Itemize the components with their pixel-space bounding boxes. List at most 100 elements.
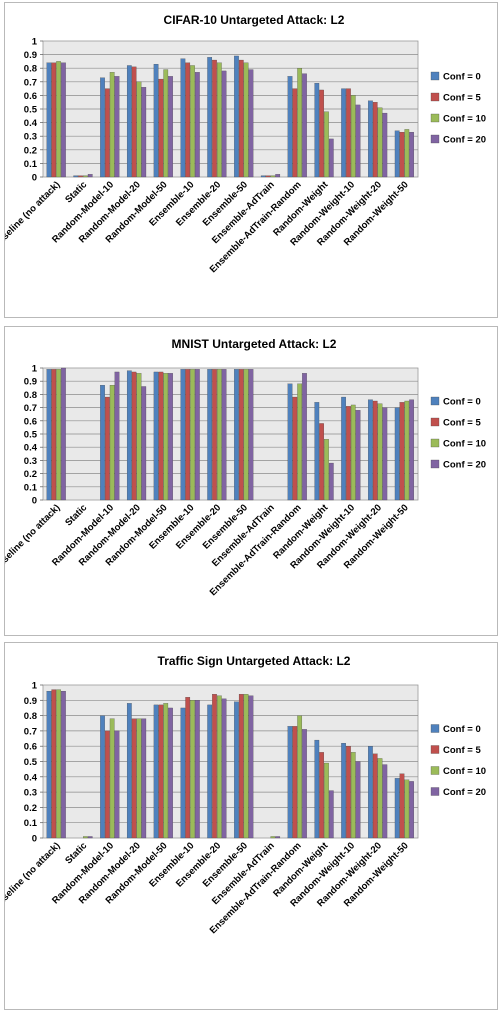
- y-tick-label: 0.6: [24, 91, 37, 102]
- chart-title: Traffic Sign Untargeted Attack: L2: [158, 654, 351, 668]
- bar-traffic-sign-0-series-2: [56, 689, 61, 839]
- bar-mnist-4-series-2: [163, 373, 169, 501]
- legend-swatch: [430, 745, 440, 754]
- bar-cifar10-10-series-0: [314, 83, 320, 178]
- bar-cifar10-2-series-1: [105, 88, 110, 178]
- bar-cifar10-4-series-0: [153, 63, 159, 178]
- legend-label: Conf = 20: [443, 135, 486, 146]
- y-tick-label: 0.1: [24, 482, 38, 493]
- y-tick-label: 0.8: [24, 390, 37, 401]
- bar-cifar10-7-series-3: [248, 69, 254, 178]
- bar-mnist-5-series-2: [190, 369, 195, 501]
- bar-traffic-sign-4-series-2: [163, 703, 169, 839]
- bar-mnist-6-series-3: [221, 369, 227, 501]
- y-tick-label: 0.5: [24, 430, 38, 441]
- bar-traffic-sign-9-series-3: [302, 729, 307, 839]
- legend-label: Conf = 0: [443, 72, 481, 83]
- bar-cifar10-8-series-3: [275, 174, 281, 178]
- bar-traffic-sign-2-series-1: [105, 730, 110, 839]
- bar-mnist-5-series-1: [185, 369, 191, 501]
- chart-title: CIFAR-10 Untargeted Attack: L2: [164, 13, 345, 27]
- bar-traffic-sign-5-series-2: [190, 700, 195, 839]
- bar-traffic-sign-12-series-1: [372, 753, 378, 839]
- bar-traffic-sign-9-series-2: [297, 715, 303, 839]
- bar-cifar10-13-series-1: [399, 131, 405, 178]
- bar-traffic-sign-0-series-3: [61, 690, 66, 839]
- bar-traffic-sign-10-series-3: [328, 790, 334, 839]
- bar-mnist-0-series-1: [51, 369, 57, 501]
- bar-cifar10-0-series-1: [51, 62, 57, 178]
- y-tick-label: 0.4: [24, 443, 38, 454]
- y-tick-label: 0.9: [24, 50, 37, 61]
- bar-traffic-sign-4-series-1: [158, 704, 164, 839]
- bar-mnist-9-series-1: [292, 396, 298, 501]
- bar-mnist-9-series-0: [287, 383, 293, 501]
- bar-traffic-sign-2-series-0: [100, 715, 105, 839]
- bar-traffic-sign-0-series-1: [51, 689, 57, 839]
- bar-cifar10-6-series-1: [212, 59, 217, 178]
- bar-mnist-4-series-0: [153, 371, 159, 501]
- bar-traffic-sign-9-series-1: [292, 726, 298, 839]
- bar-traffic-sign-0-series-0: [46, 690, 52, 839]
- bar-cifar10-9-series-2: [297, 68, 303, 178]
- bar-mnist-3-series-1: [131, 371, 137, 501]
- y-tick-label: 0.3: [24, 132, 37, 143]
- bar-mnist-12-series-1: [372, 400, 378, 501]
- bar-traffic-sign-8-series-3: [275, 836, 281, 839]
- bar-mnist-2-series-2: [109, 385, 115, 501]
- bar-traffic-sign-10-series-1: [319, 752, 324, 839]
- y-tick-label: 0.2: [24, 803, 37, 814]
- y-tick-label: 0.9: [24, 377, 37, 388]
- bar-cifar10-4-series-2: [163, 69, 169, 178]
- y-tick-label: 0.1: [24, 818, 38, 829]
- bar-mnist-9-series-3: [302, 373, 307, 501]
- bar-mnist-5-series-0: [180, 369, 186, 501]
- bar-traffic-sign-11-series-1: [346, 746, 351, 839]
- mnist-chart-panel: MNIST Untargeted Attack: L2 0 0.1 0.2 0.3 0.4…: [4, 326, 498, 636]
- chart-title: MNIST Untargeted Attack: L2: [172, 337, 337, 351]
- bar-mnist-13-series-1: [399, 402, 405, 501]
- bar-traffic-sign-5-series-0: [180, 707, 186, 839]
- bar-mnist-11-series-1: [346, 406, 351, 501]
- bar-traffic-sign-6-series-1: [212, 694, 217, 839]
- bar-traffic-sign-1-series-2: [83, 836, 88, 839]
- bar-traffic-sign-7-series-3: [248, 695, 254, 839]
- bar-cifar10-10-series-3: [328, 138, 334, 178]
- bar-cifar10-9-series-3: [302, 73, 307, 178]
- y-tick-label: 0: [32, 834, 37, 845]
- y-tick-label: 0.6: [24, 416, 37, 427]
- bar-mnist-0-series-2: [56, 369, 61, 501]
- y-tick-label: 0.1: [24, 159, 38, 170]
- y-tick-label: 0.8: [24, 64, 37, 75]
- bar-cifar10-12-series-1: [372, 102, 378, 178]
- y-tick-label: 0: [32, 496, 37, 507]
- bar-mnist-7-series-3: [248, 369, 254, 501]
- legend-swatch: [430, 71, 440, 81]
- legend-swatch: [430, 417, 440, 427]
- bar-cifar10-1-series-0: [73, 175, 79, 178]
- traffic-sign-chart-panel: Traffic Sign Untargeted Attack: L2 0 0.1 0.…: [4, 642, 498, 1010]
- y-tick-label: 1: [32, 681, 38, 692]
- bar-traffic-sign-3-series-0: [126, 703, 132, 839]
- bar-cifar10-0-series-3: [61, 62, 66, 178]
- bar-traffic-sign-6-series-0: [207, 704, 213, 839]
- bar-cifar10-12-series-2: [377, 107, 383, 178]
- bar-cifar10-11-series-3: [355, 104, 361, 178]
- y-tick-label: 1: [32, 37, 38, 48]
- traffic-sign-bar-chart: Traffic Sign Untargeted Attack: L2 0 0.1 0.…: [5, 654, 486, 936]
- y-tick-label: 0.6: [24, 742, 37, 753]
- bar-traffic-sign-2-series-3: [114, 730, 120, 839]
- bar-traffic-sign-8-series-2: [270, 836, 276, 839]
- bar-traffic-sign-7-series-1: [238, 694, 244, 839]
- bar-mnist-10-series-2: [324, 439, 329, 501]
- bar-cifar10-5-series-2: [190, 65, 195, 178]
- bar-mnist-0-series-3: [61, 367, 66, 501]
- bar-cifar10-7-series-0: [234, 55, 239, 178]
- bar-mnist-2-series-0: [100, 385, 105, 501]
- bar-cifar10-12-series-0: [368, 100, 373, 178]
- legend-swatch: [430, 459, 440, 469]
- bar-cifar10-4-series-1: [158, 78, 164, 178]
- cifar10-chart-panel: CIFAR-10 Untargeted Attack: L2 0 0.1 0.2 0.3…: [4, 2, 498, 318]
- y-tick-label: 0: [32, 173, 37, 184]
- bar-mnist-12-series-2: [377, 403, 383, 501]
